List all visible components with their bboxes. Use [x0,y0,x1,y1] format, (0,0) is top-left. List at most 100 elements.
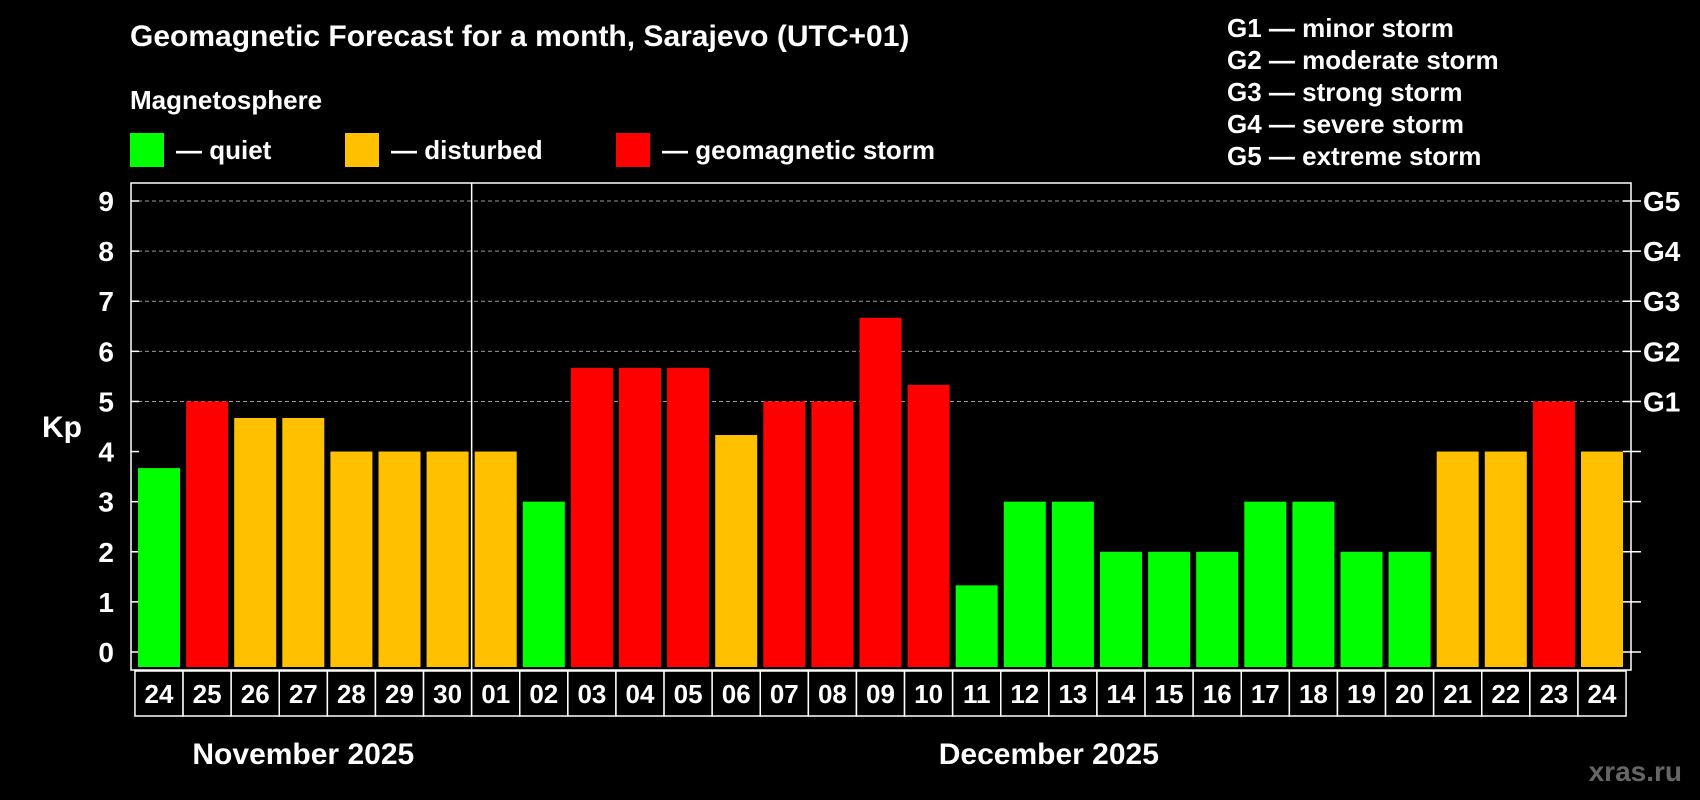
x-tick-label-16: 10 [914,679,943,709]
day-box-26 [1384,670,1435,717]
bar-30 [1581,451,1623,667]
legend-quiet: — quiet [130,133,271,167]
x-tick-label-7: 01 [481,679,510,709]
x-tick-label-30: 24 [1588,679,1617,709]
watermark: xras.ru [1588,756,1682,787]
day-box-9 [567,670,617,717]
right-tick-label-g2: G2 [1643,336,1680,367]
bar-23 [1244,501,1287,667]
day-box-20 [1096,670,1146,717]
bar-27 [1436,451,1479,667]
y-tick-label-7: 7 [98,286,114,317]
x-tick-label-2: 26 [241,679,270,709]
storm-level-g3: G3 — strong storm [1227,77,1463,107]
day-box-3 [278,670,329,717]
right-tick-label-g1: G1 [1643,386,1680,417]
bar-28 [1484,451,1527,667]
bar-7 [474,451,517,667]
bar-19 [1051,501,1094,667]
x-tick-label-3: 27 [289,679,318,709]
x-tick-label-1: 25 [193,679,222,709]
x-tick-label-18: 12 [1010,679,1039,709]
x-tick-label-14: 08 [818,679,847,709]
day-box-28 [1481,670,1531,717]
day-box-10 [615,670,665,717]
bar-0 [138,468,180,667]
y-tick-label-4: 4 [98,437,114,468]
day-box-27 [1432,670,1483,717]
month-label-0: November 2025 [192,738,414,771]
x-tick-label-0: 24 [145,679,174,709]
x-tick-label-17: 11 [963,679,991,709]
month-label-1: December 2025 [939,738,1159,771]
x-tick-label-19: 13 [1058,679,1087,709]
bar-1 [186,401,229,667]
y-tick-label-2: 2 [98,537,114,568]
y-tick-label-5: 5 [98,386,114,417]
x-tick-label-11: 05 [674,679,703,709]
bar-5 [378,451,421,667]
day-box-14 [807,670,858,717]
day-box-12 [711,670,762,717]
right-tick-label-g4: G4 [1643,236,1681,267]
chart-title: Geomagnetic Forecast for a month, Saraje… [130,20,910,53]
storm-level-g2: G2 — moderate storm [1227,45,1499,75]
bar-14 [811,401,854,667]
bar-21 [1148,551,1191,667]
bar-20 [1100,551,1142,667]
plot-frame [130,182,1632,671]
storm-level-g5: G5 — extreme storm [1227,141,1482,171]
y-axis-label: Kp [42,411,82,444]
x-tick-label-5: 29 [385,679,414,709]
y-tick-label-3: 3 [98,487,114,518]
day-box-29 [1529,670,1579,717]
legend-quiet-label: — quiet [176,134,272,165]
bar-25 [1340,551,1383,667]
bar-12 [715,435,758,667]
x-tick-label-27: 21 [1443,679,1472,709]
x-tick-label-6: 30 [433,679,462,709]
storm-level-g1: G1 — minor storm [1227,13,1454,43]
day-box-6 [422,670,473,717]
x-tick-label-26: 20 [1395,679,1424,709]
x-tick-label-20: 14 [1107,679,1136,709]
x-tick-label-28: 22 [1491,679,1520,709]
bar-22 [1196,551,1239,667]
magnetosphere-label: Magnetosphere [130,85,323,115]
legend-disturbed: — disturbed [345,133,543,167]
day-box-7 [470,670,521,717]
storm-level-list: G1 — minor storm G2 — moderate storm G3 … [1227,12,1499,172]
day-box-30 [1577,670,1627,717]
day-box-23 [1240,670,1291,717]
x-tick-label-29: 23 [1539,679,1568,709]
y-tick-label-9: 9 [98,186,114,217]
x-tick-label-24: 18 [1299,679,1328,709]
x-tick-label-21: 15 [1155,679,1184,709]
x-tick-label-25: 19 [1347,679,1376,709]
legend-storm-swatch [616,133,650,167]
bar-13 [763,401,806,667]
legend-storm-label: — geomagnetic storm [662,134,936,165]
bar-24 [1292,501,1335,667]
right-tick-label-g3: G3 [1643,286,1680,317]
x-tick-label-13: 07 [770,679,799,709]
x-tick-label-10: 04 [626,679,655,709]
x-tick-label-4: 28 [337,679,366,709]
bar-15 [859,317,902,667]
bar-17 [955,585,998,667]
x-tick-label-8: 02 [529,679,558,709]
day-box-13 [759,670,810,717]
x-tick-label-15: 09 [866,679,895,709]
bar-4 [330,451,373,667]
day-box-24 [1288,670,1339,717]
right-tick-label-g5: G5 [1643,186,1680,217]
storm-level-g4: G4 — severe storm [1227,109,1465,139]
legend-disturbed-swatch [345,133,379,167]
x-tick-label-23: 17 [1251,679,1280,709]
y-tick-label-1: 1 [98,587,114,618]
day-box-21 [1144,670,1194,717]
day-box-4 [326,670,377,717]
x-tick-label-22: 16 [1203,679,1232,709]
bar-11 [667,367,710,667]
